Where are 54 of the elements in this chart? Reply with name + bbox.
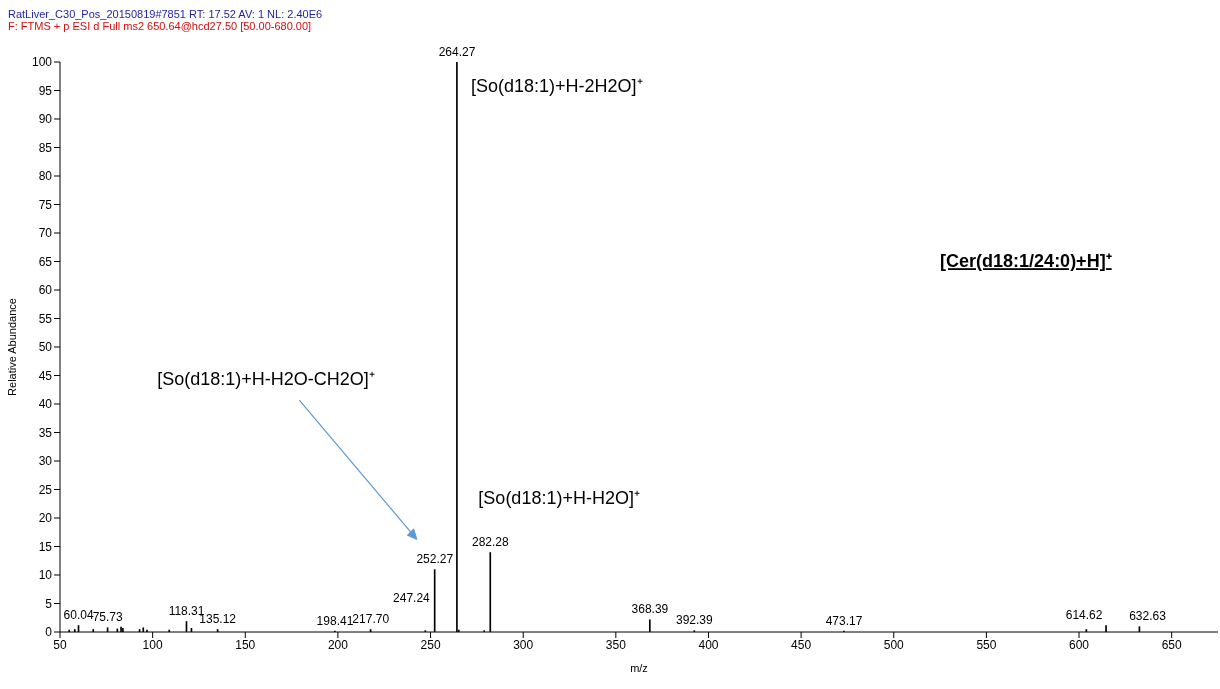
y-tick-label: 30	[38, 454, 53, 469]
y-tick-label: 75	[38, 197, 53, 212]
y-tick-label: 15	[38, 539, 53, 554]
chart-title: RatLiver_C30_Pos_20150819#7851 RT: 17.52 AV: 1 NL: 2.40E6	[8, 8, 324, 20]
annotation: 632.63	[1129, 609, 1167, 624]
x-axis-title: m/z	[630, 662, 648, 674]
x-tick-label: 200	[327, 637, 349, 652]
x-tick-label: 550	[976, 637, 997, 652]
y-tick-label: 100	[31, 55, 53, 70]
annotation: 198.41	[316, 613, 354, 628]
x-tick-label: 400	[698, 637, 719, 652]
y-tick-label: 40	[38, 397, 53, 412]
annotation: [So(d18:1)+H-H2O-CH2O]⁺	[157, 368, 375, 389]
x-tick-label: 600	[1069, 637, 1090, 652]
x-tick-label: 350	[605, 637, 627, 652]
y-tick-label: 50	[38, 340, 53, 355]
x-tick-label: 300	[513, 637, 534, 652]
annotation: 392.39	[676, 613, 714, 628]
x-tick-label: 500	[883, 637, 905, 652]
y-tick-label: 70	[38, 226, 53, 241]
y-tick-label: 20	[38, 511, 53, 526]
y-tick-label: 5	[45, 596, 53, 611]
y-tick-label: 0	[45, 625, 53, 640]
annotation: 247.24	[393, 591, 431, 606]
y-tick-label: 35	[38, 425, 53, 440]
annotation: 252.27	[416, 552, 454, 567]
annotation: 282.28	[472, 535, 510, 550]
y-tick-label: 45	[38, 368, 53, 383]
annotation: 473.17	[825, 613, 863, 628]
y-tick-label: 85	[38, 140, 53, 155]
y-tick-label: 25	[38, 482, 53, 497]
y-tick-label: 10	[38, 568, 53, 583]
y-tick-label: 65	[38, 254, 53, 269]
y-tick-label: 90	[38, 112, 53, 127]
x-tick-label: 650	[1161, 637, 1183, 652]
annotation: 614.62	[1065, 608, 1103, 623]
x-tick-label: 450	[791, 637, 812, 652]
annotation: [So(d18:1)+H-2H2O]⁺	[471, 76, 643, 96]
y-tick-label: 80	[38, 169, 53, 184]
annotation: 75.73	[92, 610, 124, 625]
y-tick-label: 60	[38, 283, 53, 298]
annotation: 368.39	[631, 602, 669, 617]
annotation: 264.27	[438, 45, 476, 59]
x-tick-label: 250	[420, 637, 441, 652]
annotation: 60.04	[63, 608, 94, 623]
annotation: 217.70	[352, 612, 390, 627]
y-tick-label: 55	[38, 311, 53, 326]
chart-subtitle: F: FTMS + p ESI d Full ms2 650.64@hcd27.50 [50.00-680.00]	[8, 20, 313, 32]
x-tick-label: 100	[142, 637, 163, 652]
x-tick-label: 150	[235, 637, 256, 652]
y-axis-title: Relative Abundance	[5, 298, 18, 396]
annotation: [Cer(d18:1/24:0)+H]⁺	[940, 251, 1112, 272]
y-tick-label: 95	[38, 83, 53, 98]
annotation: [So(d18:1)+H-H2O]⁺	[478, 488, 640, 509]
